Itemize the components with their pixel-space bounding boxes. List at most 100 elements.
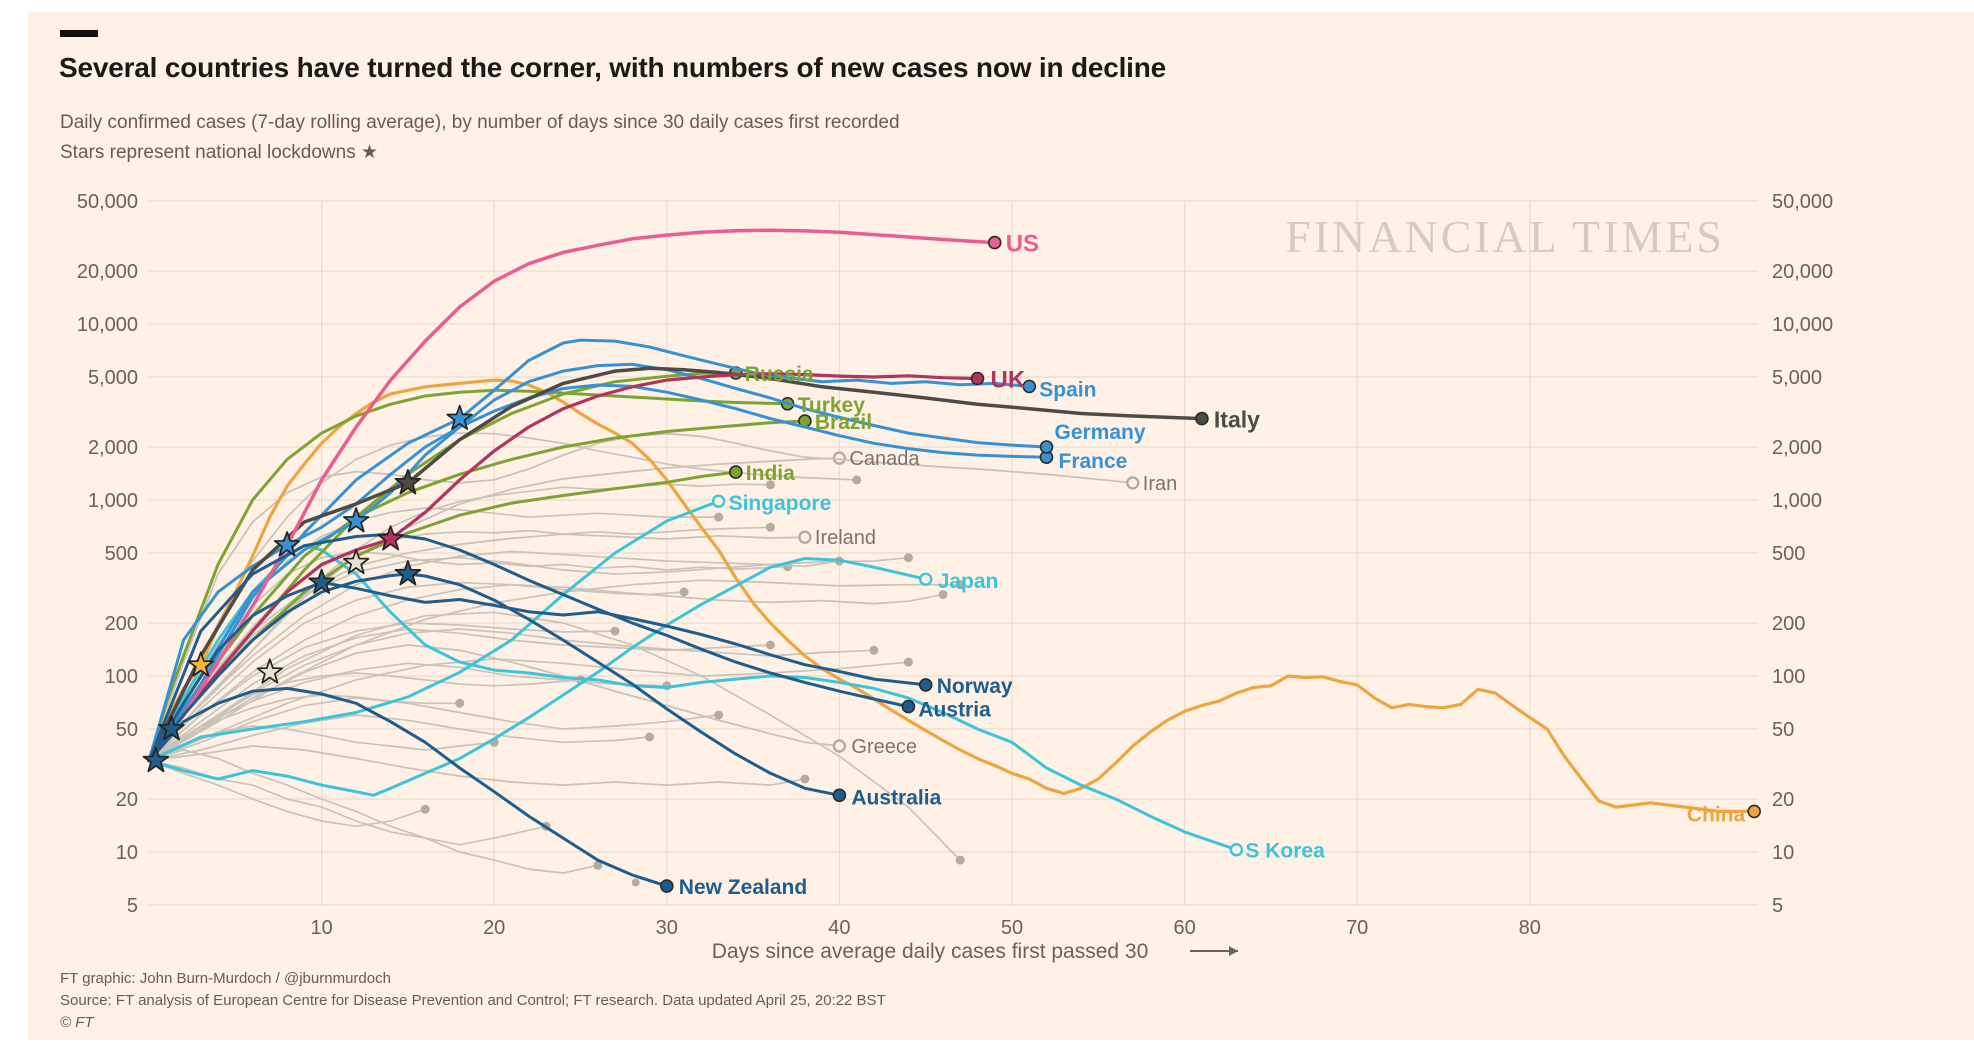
label-italy: Italy bbox=[1214, 407, 1260, 433]
background-endpoint-dot bbox=[420, 804, 430, 814]
background-endpoint-dot bbox=[765, 640, 775, 650]
label-australia: Australia bbox=[851, 786, 941, 809]
lockdown-star bbox=[308, 568, 335, 594]
background-country-line bbox=[148, 432, 858, 762]
lockdown-star bbox=[342, 507, 370, 533]
background-country-line bbox=[148, 745, 806, 786]
background-endpoint-dot bbox=[679, 587, 689, 597]
line-singapore bbox=[147, 499, 721, 763]
endpoint-norway bbox=[918, 678, 933, 692]
grid-layer bbox=[149, 200, 1758, 906]
background-country-line bbox=[148, 714, 651, 762]
y-axis-tick-label-right: 500 bbox=[1772, 543, 1805, 565]
background-country-line bbox=[148, 581, 685, 762]
line-norway bbox=[147, 581, 928, 763]
label-turkey: Turkey bbox=[798, 394, 866, 417]
label-ireland: Ireland bbox=[815, 527, 876, 549]
x-axis-title: Days since average daily cases first pas… bbox=[712, 940, 1149, 963]
y-axis-tick-label-left: 200 bbox=[105, 613, 138, 635]
label-japan: Japan bbox=[938, 570, 999, 593]
y-axis-tick-label-left: 50 bbox=[116, 719, 138, 741]
background-country-line bbox=[148, 759, 427, 828]
lockdown-note: Stars represent national lockdowns ★ bbox=[60, 142, 379, 163]
lockdown-star bbox=[158, 715, 185, 741]
line-uk bbox=[147, 372, 980, 763]
chart-title: Several countries have turned the corner… bbox=[59, 52, 1167, 83]
x-axis-tick-label: 30 bbox=[656, 917, 678, 939]
lockdown-star bbox=[142, 746, 170, 773]
background-series-layer bbox=[148, 432, 965, 887]
page-margin-bottom bbox=[0, 1040, 1974, 1055]
line-japan bbox=[147, 557, 928, 797]
line-us bbox=[147, 228, 997, 763]
background-endpoint-dot bbox=[852, 475, 862, 485]
lockdown-star bbox=[377, 525, 404, 551]
y-axis-tick-label-right: 20 bbox=[1772, 789, 1794, 811]
endpoint-india bbox=[728, 465, 743, 479]
line-australia bbox=[147, 572, 841, 797]
title-accent-bar bbox=[60, 30, 98, 37]
ft-watermark: FINANCIAL TIMES bbox=[1285, 211, 1725, 262]
background-endpoint-dot bbox=[800, 774, 810, 784]
footer-credit: FT graphic: John Burn-Murdoch / @jburnmu… bbox=[60, 970, 391, 987]
label-germany: Germany bbox=[1055, 421, 1146, 444]
endpoint-new-zealand bbox=[659, 879, 674, 893]
label-china: China bbox=[1687, 803, 1746, 826]
line-italy bbox=[147, 366, 1204, 763]
label-india: India bbox=[746, 462, 795, 485]
background-country-line bbox=[148, 556, 841, 762]
y-axis-tick-label-left: 10,000 bbox=[77, 314, 138, 336]
y-axis-tick-label-left: 2,000 bbox=[88, 437, 138, 459]
label-austria: Austria bbox=[918, 699, 991, 722]
lockdown-star bbox=[187, 651, 214, 677]
label-france: France bbox=[1059, 450, 1128, 473]
label-iran: Iran bbox=[1143, 473, 1177, 495]
label-greece: Greece bbox=[851, 736, 917, 758]
footer-source: Source: FT analysis of European Centre f… bbox=[60, 992, 886, 1009]
x-axis-tick-label: 80 bbox=[1519, 917, 1541, 939]
x-axis-tick-label: 60 bbox=[1173, 917, 1195, 939]
x-axis-tick-label: 70 bbox=[1346, 917, 1368, 939]
background-endpoint-dot bbox=[714, 710, 724, 720]
line-turkey bbox=[147, 388, 790, 763]
background-country-line bbox=[148, 658, 910, 762]
y-axis-tick-label-left: 1,000 bbox=[88, 490, 138, 512]
background-endpoint-dot bbox=[955, 855, 965, 865]
x-axis-tick-label: 10 bbox=[310, 917, 332, 939]
y-axis-tick-label-left: 50,000 bbox=[77, 191, 138, 213]
endpoint-austria bbox=[901, 699, 916, 714]
y-axis-tick-label-right: 100 bbox=[1772, 666, 1805, 688]
endpoint-australia bbox=[832, 788, 847, 803]
background-country-line bbox=[148, 628, 875, 762]
y-axis-tick-label-right: 50 bbox=[1772, 719, 1794, 741]
y-axis-tick-label-right: 20,000 bbox=[1772, 261, 1833, 283]
background-endpoint-dot bbox=[455, 698, 465, 708]
line-china bbox=[147, 378, 1756, 813]
background-country-line bbox=[148, 583, 944, 762]
lockdown-star bbox=[256, 658, 284, 684]
labelled-series-layer bbox=[147, 228, 1761, 893]
lockdown-star bbox=[446, 404, 473, 430]
lockdown-star bbox=[273, 531, 301, 557]
line-austria bbox=[147, 532, 910, 763]
background-country-line bbox=[148, 611, 962, 861]
endpoint-iran bbox=[1126, 476, 1140, 490]
background-endpoint-dot bbox=[645, 732, 654, 742]
background-endpoint-dot bbox=[714, 512, 724, 522]
y-axis-tick-label-right: 1,000 bbox=[1772, 490, 1822, 512]
y-axis-tick-label-right: 5,000 bbox=[1772, 367, 1822, 389]
y-axis-tick-label-right: 10 bbox=[1772, 842, 1794, 864]
page-margin-top bbox=[0, 0, 1974, 12]
background-country-line bbox=[148, 628, 772, 762]
endpoint-us bbox=[987, 235, 1002, 250]
lockdown-star bbox=[342, 548, 370, 575]
label-uk: UK bbox=[991, 367, 1026, 394]
background-endpoint-dot bbox=[869, 645, 879, 655]
endpoint-ireland bbox=[798, 530, 812, 544]
endpoint-singapore bbox=[711, 494, 726, 508]
label-russia: Russia bbox=[745, 363, 814, 386]
series-labels-layer: Canada Iran Ireland Greece China S Korea Japan… bbox=[679, 231, 1746, 899]
label-new-zealand: New Zealand bbox=[679, 876, 807, 899]
